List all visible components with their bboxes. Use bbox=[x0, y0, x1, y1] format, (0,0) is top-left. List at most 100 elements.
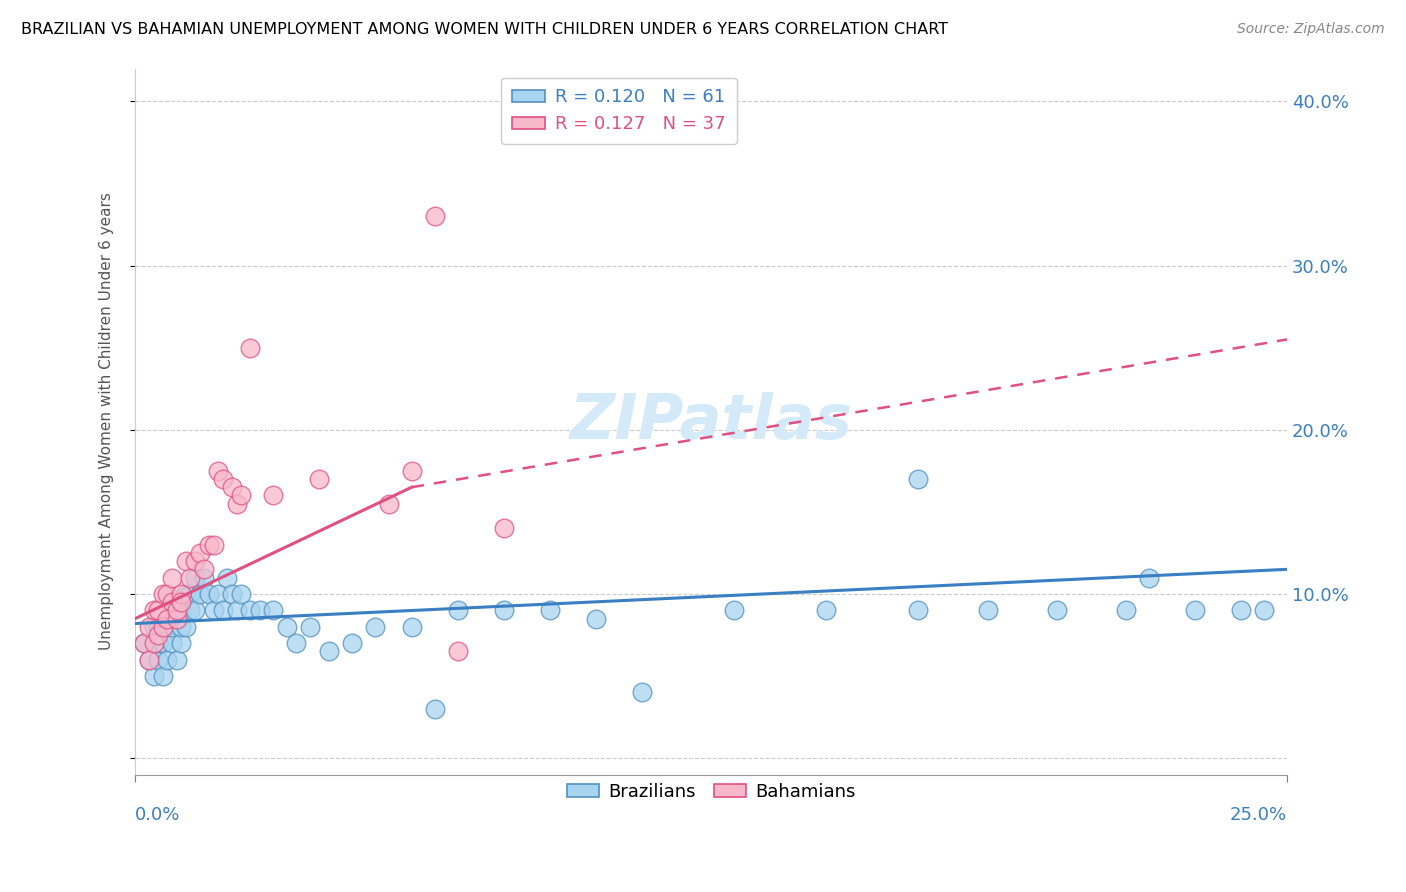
Point bbox=[907, 472, 929, 486]
Point bbox=[160, 570, 183, 584]
Point bbox=[285, 636, 308, 650]
Y-axis label: Unemployment Among Women with Children Under 6 years: Unemployment Among Women with Children U… bbox=[100, 193, 114, 650]
Point bbox=[239, 603, 262, 617]
Point bbox=[211, 603, 233, 617]
Point bbox=[364, 620, 387, 634]
Point bbox=[202, 538, 225, 552]
Point bbox=[184, 603, 207, 617]
Point bbox=[170, 587, 193, 601]
Text: 0.0%: 0.0% bbox=[135, 806, 180, 824]
Point bbox=[202, 603, 225, 617]
Point bbox=[134, 636, 156, 650]
Point bbox=[492, 521, 515, 535]
Point bbox=[156, 611, 179, 625]
Point bbox=[423, 702, 446, 716]
Point bbox=[377, 497, 399, 511]
Point bbox=[211, 472, 233, 486]
Point bbox=[170, 636, 193, 650]
Point bbox=[166, 603, 188, 617]
Point bbox=[138, 652, 160, 666]
Point bbox=[225, 603, 247, 617]
Point bbox=[160, 636, 183, 650]
Point bbox=[138, 620, 160, 634]
Point bbox=[1184, 603, 1206, 617]
Point bbox=[1137, 570, 1160, 584]
Point bbox=[152, 636, 174, 650]
Point bbox=[447, 644, 470, 658]
Point bbox=[166, 603, 188, 617]
Point bbox=[142, 669, 165, 683]
Point bbox=[188, 546, 211, 560]
Point bbox=[340, 636, 363, 650]
Point bbox=[148, 628, 170, 642]
Point bbox=[193, 570, 215, 584]
Point bbox=[166, 652, 188, 666]
Text: ZIPatlas: ZIPatlas bbox=[569, 392, 852, 451]
Point bbox=[492, 603, 515, 617]
Point bbox=[308, 472, 330, 486]
Point bbox=[262, 488, 284, 502]
Point bbox=[166, 611, 188, 625]
Point bbox=[179, 587, 201, 601]
Point bbox=[174, 587, 197, 601]
Point bbox=[174, 554, 197, 568]
Point bbox=[152, 620, 174, 634]
Point bbox=[148, 603, 170, 617]
Point bbox=[538, 603, 561, 617]
Point bbox=[148, 636, 170, 650]
Point bbox=[1115, 603, 1137, 617]
Point bbox=[249, 603, 271, 617]
Point bbox=[138, 652, 160, 666]
Point bbox=[142, 636, 165, 650]
Point bbox=[262, 603, 284, 617]
Point bbox=[184, 570, 207, 584]
Point bbox=[156, 620, 179, 634]
Point bbox=[148, 652, 170, 666]
Point bbox=[447, 603, 470, 617]
Point bbox=[318, 644, 340, 658]
Point bbox=[184, 554, 207, 568]
Point bbox=[198, 538, 221, 552]
Point bbox=[401, 620, 423, 634]
Point bbox=[207, 587, 229, 601]
Point bbox=[188, 587, 211, 601]
Point bbox=[723, 603, 745, 617]
Point bbox=[299, 620, 322, 634]
Point bbox=[231, 488, 253, 502]
Point bbox=[156, 652, 179, 666]
Point bbox=[179, 570, 201, 584]
Point bbox=[423, 209, 446, 223]
Point bbox=[170, 620, 193, 634]
Point bbox=[207, 464, 229, 478]
Text: BRAZILIAN VS BAHAMIAN UNEMPLOYMENT AMONG WOMEN WITH CHILDREN UNDER 6 YEARS CORRE: BRAZILIAN VS BAHAMIAN UNEMPLOYMENT AMONG… bbox=[21, 22, 948, 37]
Text: Source: ZipAtlas.com: Source: ZipAtlas.com bbox=[1237, 22, 1385, 37]
Point bbox=[221, 480, 243, 494]
Point bbox=[1230, 603, 1253, 617]
Point bbox=[239, 341, 262, 355]
Point bbox=[148, 620, 170, 634]
Point bbox=[631, 685, 654, 699]
Point bbox=[1253, 603, 1275, 617]
Point bbox=[401, 464, 423, 478]
Point bbox=[221, 587, 243, 601]
Point bbox=[170, 603, 193, 617]
Point bbox=[193, 562, 215, 576]
Point bbox=[276, 620, 298, 634]
Legend: Brazilians, Bahamians: Brazilians, Bahamians bbox=[560, 775, 863, 808]
Point bbox=[217, 570, 239, 584]
Point bbox=[170, 595, 193, 609]
Point bbox=[152, 669, 174, 683]
Point bbox=[142, 620, 165, 634]
Point bbox=[976, 603, 998, 617]
Point bbox=[231, 587, 253, 601]
Text: 25.0%: 25.0% bbox=[1230, 806, 1286, 824]
Point bbox=[907, 603, 929, 617]
Point bbox=[1046, 603, 1069, 617]
Point bbox=[225, 497, 247, 511]
Point bbox=[198, 587, 221, 601]
Point bbox=[156, 587, 179, 601]
Point bbox=[134, 636, 156, 650]
Point bbox=[142, 603, 165, 617]
Point bbox=[815, 603, 838, 617]
Point bbox=[160, 620, 183, 634]
